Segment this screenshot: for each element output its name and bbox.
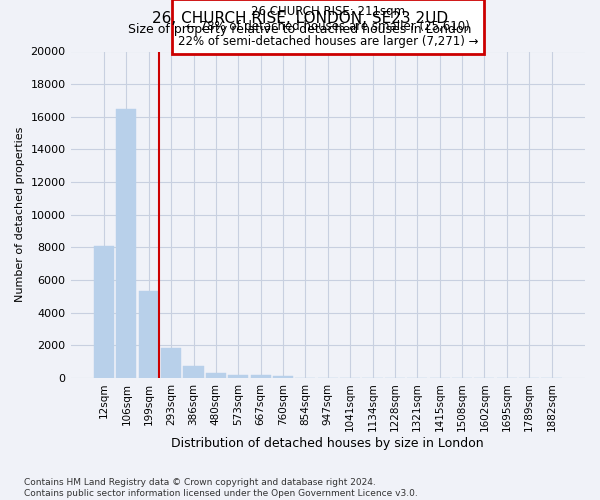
Bar (251, 376, 271, 378)
Bar (184, 366, 203, 378)
Bar (273, 376, 293, 378)
Text: 26, CHURCH RISE, LONDON, SE23 2UD: 26, CHURCH RISE, LONDON, SE23 2UD (152, 11, 448, 26)
Bar (161, 348, 181, 378)
Text: 26 CHURCH RISE: 211sqm
← 78% of detached houses are smaller (25,610)
22% of semi: 26 CHURCH RISE: 211sqm ← 78% of detached… (178, 5, 478, 48)
Bar (94, 246, 114, 378)
Y-axis label: Number of detached properties: Number of detached properties (15, 127, 25, 302)
Bar (116, 108, 136, 378)
Text: Contains HM Land Registry data © Crown copyright and database right 2024.
Contai: Contains HM Land Registry data © Crown c… (24, 478, 418, 498)
Bar (228, 374, 248, 378)
Text: Size of property relative to detached houses in London: Size of property relative to detached ho… (128, 22, 472, 36)
X-axis label: Distribution of detached houses by size in London: Distribution of detached houses by size … (172, 437, 484, 450)
Bar (139, 292, 159, 378)
Bar (206, 373, 226, 378)
